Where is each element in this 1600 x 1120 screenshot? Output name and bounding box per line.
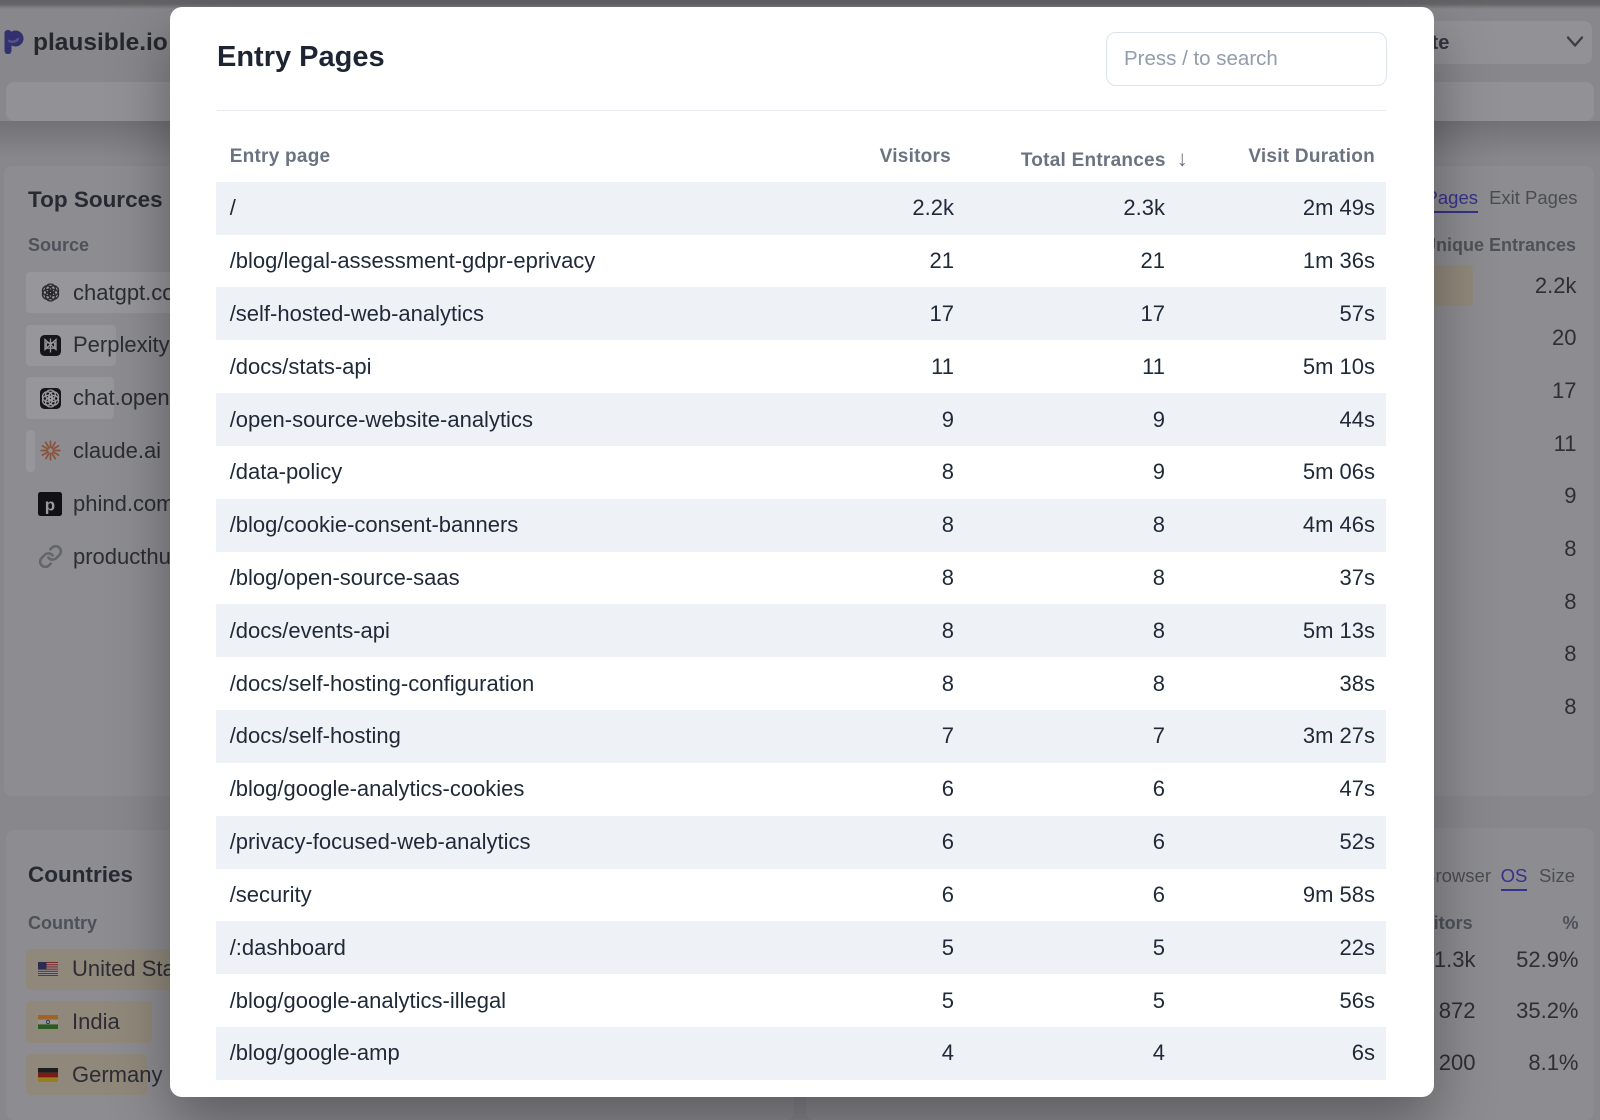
svg-text:p: p <box>45 495 55 514</box>
